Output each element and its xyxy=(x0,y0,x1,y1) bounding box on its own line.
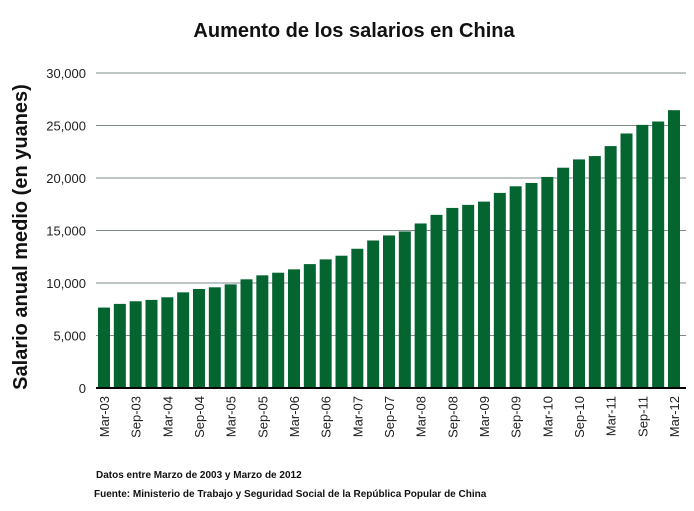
bar-Mar-05 xyxy=(224,284,237,388)
bar-Jun-07 xyxy=(367,240,380,388)
x-tick-label: Mar-11 xyxy=(604,396,619,436)
bar-Jun-05 xyxy=(240,279,253,388)
x-tick-label: Mar-03 xyxy=(97,396,112,437)
gridlines xyxy=(96,72,686,336)
x-tick-label: Mar-06 xyxy=(287,396,302,437)
y-tick-label: 25,000 xyxy=(46,119,86,134)
bar-Sep-08 xyxy=(446,207,459,388)
y-tick-label: 0 xyxy=(79,381,86,396)
bar-Jun-10 xyxy=(557,167,570,388)
y-tick-label: 10,000 xyxy=(46,276,86,291)
bar-Dec-07 xyxy=(398,231,411,388)
x-tick-label: Sep-10 xyxy=(572,396,587,438)
bar-Dec-04 xyxy=(208,287,221,388)
x-tick-label: Mar-07 xyxy=(350,396,365,437)
y-tick-label: 5,000 xyxy=(53,329,86,344)
x-tick-label: Mar-12 xyxy=(667,396,682,437)
bar-Mar-07 xyxy=(351,248,364,388)
bar-Dec-08 xyxy=(462,204,475,388)
x-tick-label: Mar-10 xyxy=(540,396,555,437)
bar-Dec-11 xyxy=(652,121,665,388)
bar-Sep-09 xyxy=(509,186,522,388)
y-axis-label: Salario anual medio (en yuanes) xyxy=(10,84,32,390)
x-tick-label: Mar-05 xyxy=(224,396,239,437)
y-tick-label: 30,000 xyxy=(46,66,86,81)
x-tick-label: Sep-11 xyxy=(635,396,650,437)
bar-Mar-10 xyxy=(541,176,554,388)
x-tick-label: Mar-09 xyxy=(477,396,492,437)
bar-Sep-10 xyxy=(573,159,585,388)
bar-Dec-06 xyxy=(335,255,348,388)
bar-Sep-05 xyxy=(256,275,269,388)
bar-Mar-12 xyxy=(668,110,680,389)
x-tick-label: Sep-09 xyxy=(509,396,524,438)
x-tick-labels: Mar-03 Sep-03 Mar-04 Sep-04 Mar-05 Sep-05 Mar-… xyxy=(97,396,682,438)
bar-Dec-10 xyxy=(588,156,601,388)
bar-Dec-03 xyxy=(145,299,158,388)
x-tick-label: Sep-04 xyxy=(192,396,207,438)
y-tick-label: 15,000 xyxy=(46,224,86,239)
bar-Mar-08 xyxy=(414,223,427,388)
bar-Jun-03 xyxy=(113,303,126,388)
bar-Jun-08 xyxy=(430,214,443,388)
x-tick-label: Sep-08 xyxy=(445,396,460,438)
bar-Jun-04 xyxy=(177,292,190,388)
bar-Jun-09 xyxy=(493,192,506,388)
bar-Mar-06 xyxy=(288,269,300,388)
x-tick-label: Mar-08 xyxy=(414,396,429,437)
chart-title: Aumento de los salarios en China xyxy=(193,20,515,42)
bar-Sep-07 xyxy=(383,235,395,388)
bar-Jun-06 xyxy=(303,264,316,388)
bar-Sep-03 xyxy=(129,301,142,388)
x-tick-label: Sep-07 xyxy=(382,396,397,438)
data-range-note: Datos entre Marzo de 2003 y Marzo de 201… xyxy=(96,470,302,481)
bar-Sep-06 xyxy=(319,259,332,388)
bar-Mar-11 xyxy=(604,146,617,388)
bar-Mar-09 xyxy=(478,201,490,388)
bar-Sep-11 xyxy=(636,124,649,389)
bar-Mar-04 xyxy=(161,297,174,388)
x-tick-label: Sep-03 xyxy=(129,396,144,438)
bar-Mar-03 xyxy=(98,307,110,388)
bar-Jun-11 xyxy=(620,133,633,388)
x-tick-label: Sep-06 xyxy=(319,396,334,438)
bar-Sep-04 xyxy=(193,288,205,388)
x-tick-label: Mar-04 xyxy=(160,396,175,437)
y-tick-label: 20,000 xyxy=(46,171,86,186)
source-note: Fuente: Ministerio de Trabajo y Segurida… xyxy=(94,489,487,500)
bar-Dec-05 xyxy=(272,272,285,388)
bars xyxy=(98,110,680,389)
bar-Dec-09 xyxy=(525,182,538,388)
y-tick-labels: 0 5,000 10,000 15,000 20,000 25,000 30,000 xyxy=(46,66,86,396)
x-tick-label: Sep-05 xyxy=(255,396,270,438)
